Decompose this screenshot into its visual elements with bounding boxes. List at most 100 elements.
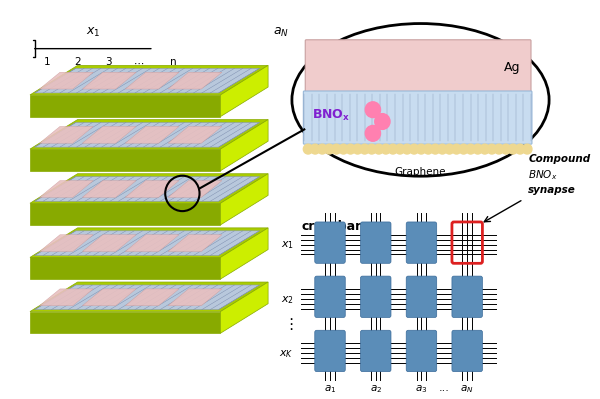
Polygon shape bbox=[30, 257, 220, 279]
Circle shape bbox=[317, 144, 327, 154]
Text: $x_K$: $x_K$ bbox=[280, 348, 294, 360]
Circle shape bbox=[437, 144, 447, 154]
Circle shape bbox=[353, 144, 362, 154]
Circle shape bbox=[338, 144, 348, 154]
Polygon shape bbox=[125, 126, 179, 143]
Circle shape bbox=[374, 144, 383, 154]
FancyBboxPatch shape bbox=[361, 222, 391, 263]
Circle shape bbox=[310, 144, 320, 154]
FancyBboxPatch shape bbox=[361, 330, 391, 371]
Circle shape bbox=[332, 144, 341, 154]
Text: Graphene: Graphene bbox=[395, 167, 446, 177]
Circle shape bbox=[409, 144, 419, 154]
Polygon shape bbox=[40, 72, 94, 89]
Polygon shape bbox=[30, 65, 268, 95]
Circle shape bbox=[360, 144, 370, 154]
Polygon shape bbox=[220, 228, 268, 279]
Circle shape bbox=[381, 144, 391, 154]
Circle shape bbox=[515, 144, 525, 154]
FancyBboxPatch shape bbox=[452, 276, 482, 318]
Polygon shape bbox=[35, 68, 260, 93]
Polygon shape bbox=[168, 72, 222, 89]
Circle shape bbox=[388, 144, 398, 154]
FancyBboxPatch shape bbox=[305, 40, 531, 96]
Polygon shape bbox=[40, 289, 94, 306]
Text: $a_2$: $a_2$ bbox=[370, 383, 382, 395]
Circle shape bbox=[395, 144, 405, 154]
Text: $x_1$: $x_1$ bbox=[281, 240, 294, 251]
Circle shape bbox=[304, 144, 313, 154]
Circle shape bbox=[365, 125, 380, 141]
Ellipse shape bbox=[292, 24, 549, 176]
FancyBboxPatch shape bbox=[406, 276, 437, 318]
Circle shape bbox=[501, 144, 511, 154]
FancyBboxPatch shape bbox=[315, 330, 345, 371]
Polygon shape bbox=[35, 285, 260, 310]
FancyBboxPatch shape bbox=[406, 222, 437, 263]
Text: $\vdots$: $\vdots$ bbox=[283, 316, 294, 332]
Circle shape bbox=[487, 144, 497, 154]
Circle shape bbox=[494, 144, 503, 154]
Polygon shape bbox=[30, 120, 268, 149]
Polygon shape bbox=[125, 72, 179, 89]
Polygon shape bbox=[220, 120, 268, 171]
Text: $x_1$: $x_1$ bbox=[86, 26, 100, 39]
Polygon shape bbox=[125, 289, 179, 306]
Text: crossbar:: crossbar: bbox=[301, 220, 367, 233]
Circle shape bbox=[424, 144, 433, 154]
Text: 2: 2 bbox=[74, 57, 81, 67]
Text: n: n bbox=[170, 57, 176, 67]
Circle shape bbox=[445, 144, 454, 154]
Polygon shape bbox=[168, 181, 222, 198]
Polygon shape bbox=[35, 177, 260, 201]
Circle shape bbox=[452, 144, 461, 154]
Circle shape bbox=[466, 144, 475, 154]
Text: $a_1$: $a_1$ bbox=[324, 383, 336, 395]
FancyBboxPatch shape bbox=[406, 330, 437, 371]
Polygon shape bbox=[220, 174, 268, 225]
Circle shape bbox=[346, 144, 355, 154]
Circle shape bbox=[367, 144, 376, 154]
FancyBboxPatch shape bbox=[361, 276, 391, 318]
Polygon shape bbox=[82, 289, 136, 306]
Polygon shape bbox=[40, 126, 94, 143]
Polygon shape bbox=[30, 95, 220, 117]
Circle shape bbox=[523, 144, 532, 154]
Circle shape bbox=[325, 144, 334, 154]
Circle shape bbox=[416, 144, 426, 154]
Text: $\cdots$: $\cdots$ bbox=[133, 57, 144, 67]
Circle shape bbox=[480, 144, 490, 154]
Text: $\mathbf{BNO_x}$: $\mathbf{BNO_x}$ bbox=[312, 107, 350, 122]
Circle shape bbox=[473, 144, 482, 154]
FancyBboxPatch shape bbox=[315, 276, 345, 318]
Circle shape bbox=[365, 102, 380, 118]
Polygon shape bbox=[168, 126, 222, 143]
Polygon shape bbox=[30, 203, 220, 225]
Polygon shape bbox=[40, 181, 94, 198]
Text: 3: 3 bbox=[105, 57, 112, 67]
Text: Compound
$BNO_x$
synapse: Compound $BNO_x$ synapse bbox=[528, 154, 590, 195]
Text: $x_2$: $x_2$ bbox=[281, 294, 294, 306]
Polygon shape bbox=[125, 235, 179, 251]
Text: Ag: Ag bbox=[504, 61, 521, 74]
Circle shape bbox=[508, 144, 518, 154]
Polygon shape bbox=[82, 126, 136, 143]
Polygon shape bbox=[220, 282, 268, 333]
Polygon shape bbox=[30, 312, 220, 333]
Polygon shape bbox=[168, 235, 222, 251]
Circle shape bbox=[375, 114, 390, 129]
FancyBboxPatch shape bbox=[452, 330, 482, 371]
Circle shape bbox=[402, 144, 412, 154]
FancyBboxPatch shape bbox=[315, 222, 345, 263]
Polygon shape bbox=[30, 149, 220, 171]
Polygon shape bbox=[30, 228, 268, 257]
Circle shape bbox=[459, 144, 469, 154]
Text: 1: 1 bbox=[44, 57, 50, 67]
Polygon shape bbox=[82, 181, 136, 198]
Polygon shape bbox=[168, 289, 222, 306]
FancyBboxPatch shape bbox=[304, 91, 532, 144]
Polygon shape bbox=[35, 122, 260, 147]
Polygon shape bbox=[82, 235, 136, 251]
Polygon shape bbox=[30, 282, 268, 312]
Polygon shape bbox=[220, 65, 268, 117]
